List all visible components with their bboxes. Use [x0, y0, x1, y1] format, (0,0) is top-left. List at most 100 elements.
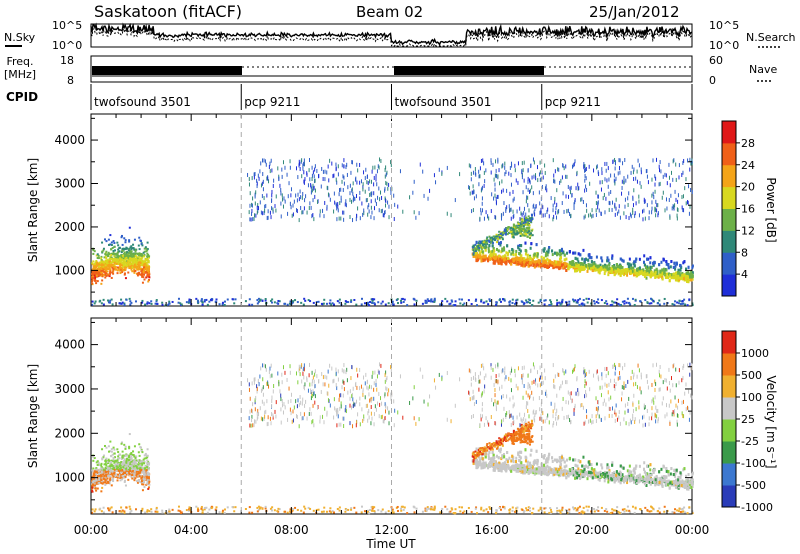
- power-cell: [335, 202, 337, 207]
- velocity-cell: [142, 468, 145, 471]
- power-cell: [119, 264, 122, 267]
- power-cell: [503, 257, 506, 261]
- power-cell: [562, 163, 564, 168]
- power-cell: [140, 260, 143, 263]
- power-cell: [672, 276, 675, 280]
- power-cell: [122, 259, 125, 262]
- power-cell: [630, 214, 632, 219]
- power-cell: [97, 257, 100, 260]
- power-cell: [468, 185, 470, 190]
- power-cell: [566, 209, 568, 214]
- power-cell: [512, 229, 515, 232]
- power-cell: [144, 266, 147, 269]
- power-cell: [496, 238, 499, 241]
- power-cell: [269, 161, 271, 166]
- power-cell: [581, 267, 584, 271]
- power-cell: [122, 247, 125, 250]
- power-cell: [608, 191, 610, 196]
- power-cell: [517, 223, 520, 226]
- power-cell: [618, 209, 620, 214]
- power-cell: [651, 206, 653, 211]
- power-cell: [426, 298, 429, 301]
- power-cell: [123, 251, 126, 254]
- power-cell: [338, 298, 341, 301]
- power-cell: [537, 258, 540, 262]
- power-cell: [629, 269, 632, 273]
- power-cell: [234, 298, 237, 301]
- power-cell: [98, 271, 101, 274]
- power-cell: [494, 182, 496, 187]
- nsearch-label: N.Search: [746, 31, 796, 44]
- y-tick-label: 2000: [54, 220, 85, 234]
- power-cell: [344, 202, 346, 207]
- power-cell: [655, 213, 657, 218]
- power-cell: [518, 248, 521, 252]
- power-cell: [521, 228, 524, 231]
- power-cell: [130, 253, 133, 256]
- power-cell: [625, 178, 627, 183]
- power-cell: [491, 236, 494, 239]
- power-cell: [139, 267, 142, 270]
- power-cell: [111, 303, 114, 306]
- power-cell: [320, 302, 323, 305]
- power-cell: [558, 257, 561, 261]
- power-cell: [629, 263, 632, 267]
- power-cell: [561, 248, 564, 252]
- power-cell: [527, 168, 529, 173]
- power-data: [91, 157, 694, 307]
- power-cell: [195, 297, 198, 300]
- power-cell: [559, 180, 561, 185]
- power-cell: [126, 251, 129, 254]
- power-cell: [338, 216, 340, 221]
- power-cell: [390, 163, 392, 168]
- power-cell: [565, 164, 567, 169]
- power-cell: [523, 227, 526, 230]
- velocity-cell: [123, 459, 126, 462]
- power-cell: [349, 183, 351, 188]
- power-cell: [605, 300, 608, 303]
- power-cell: [630, 266, 633, 270]
- power-cell: [492, 247, 495, 251]
- power-cell: [673, 261, 676, 265]
- power-cell: [623, 176, 625, 181]
- power-cell: [147, 278, 150, 281]
- velocity-cell: [107, 445, 110, 448]
- power-cell: [144, 246, 147, 249]
- power-cell: [627, 264, 630, 268]
- power-cell: [113, 254, 116, 257]
- power-cell: [512, 258, 515, 262]
- power-cell: [364, 189, 366, 194]
- power-cell: [553, 173, 555, 178]
- power-cell: [114, 260, 117, 263]
- power-cell: [622, 259, 625, 263]
- power-cell: [340, 195, 342, 200]
- power-cell: [490, 240, 493, 243]
- power-cell: [516, 209, 518, 214]
- power-cell: [609, 201, 611, 206]
- power-cell: [278, 177, 280, 182]
- power-cell: [596, 165, 598, 170]
- power-cell: [129, 259, 132, 262]
- power-cell: [197, 301, 200, 304]
- power-cell: [654, 174, 656, 179]
- power-cell: [659, 270, 662, 274]
- power-cell: [117, 262, 120, 265]
- power-cell: [128, 265, 131, 268]
- power-cell: [501, 259, 504, 263]
- power-cell: [110, 298, 113, 301]
- power-cell: [105, 266, 108, 269]
- power-cell: [512, 189, 514, 194]
- power-cell: [127, 259, 130, 262]
- power-cell: [272, 183, 274, 188]
- power-cell: [104, 276, 107, 279]
- power-cell: [351, 160, 353, 165]
- power-cell: [304, 177, 306, 182]
- velocity-cell: [118, 462, 121, 465]
- power-cell: [518, 252, 521, 256]
- power-cell: [283, 196, 285, 201]
- power-cell: [385, 198, 387, 203]
- power-cell: [100, 259, 103, 262]
- power-cell: [327, 192, 329, 197]
- power-cell: [121, 301, 124, 304]
